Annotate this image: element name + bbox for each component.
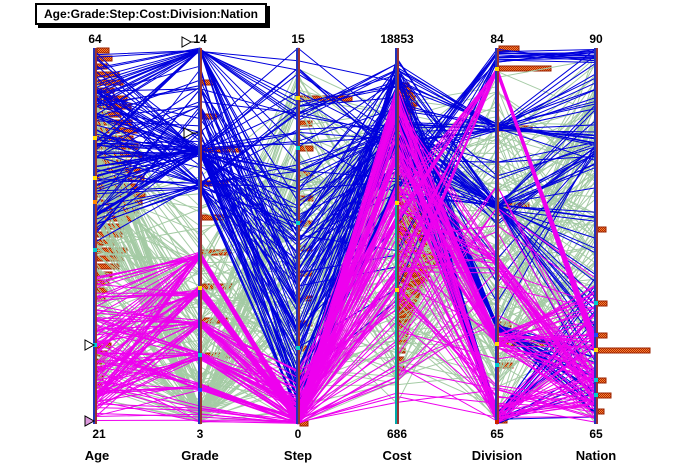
axis-name-division[interactable]: Division — [471, 448, 523, 463]
dimension-list-title[interactable]: Age:Grade:Step:Cost:Division:Nation — [35, 3, 268, 25]
axis-max-division: 84 — [490, 32, 504, 46]
axis-min-step: 0 — [294, 427, 302, 441]
axis-min-age: 21 — [92, 427, 106, 441]
axis-markers — [93, 67, 598, 424]
axis-min-cost: 686 — [386, 427, 408, 441]
axis-max-nation: 90 — [589, 32, 603, 46]
axis-age[interactable] — [93, 48, 97, 424]
brush-slider-2[interactable] — [181, 36, 198, 48]
axis-max-cost: 18853 — [380, 32, 414, 46]
axis-name-cost[interactable]: Cost — [382, 448, 412, 463]
axis-max-step: 15 — [291, 32, 305, 46]
axis-max-grade: 14 — [193, 32, 207, 46]
histogram-nation — [597, 226, 651, 415]
axis-name-age[interactable]: Age — [84, 448, 110, 463]
axis-name-step[interactable]: Step — [283, 448, 313, 463]
brush-slider-1[interactable] — [84, 415, 96, 427]
axis-min-nation: 65 — [589, 427, 603, 441]
brush-slider-0[interactable] — [84, 339, 96, 351]
axis-max-age: 64 — [88, 32, 102, 46]
axis-min-division: 65 — [490, 427, 504, 441]
axis-name-grade[interactable]: Grade — [181, 448, 219, 463]
brush-slider-3[interactable] — [183, 127, 198, 139]
axis-name-nation[interactable]: Nation — [575, 448, 617, 463]
axis-step[interactable] — [296, 48, 300, 424]
axis-cost[interactable] — [395, 48, 399, 424]
axis-grade[interactable] — [198, 48, 202, 424]
axis-min-grade: 3 — [196, 427, 204, 441]
axis-division[interactable] — [495, 48, 499, 424]
lines-layer-brushed — [94, 65, 597, 425]
axis-nation[interactable] — [594, 48, 598, 424]
